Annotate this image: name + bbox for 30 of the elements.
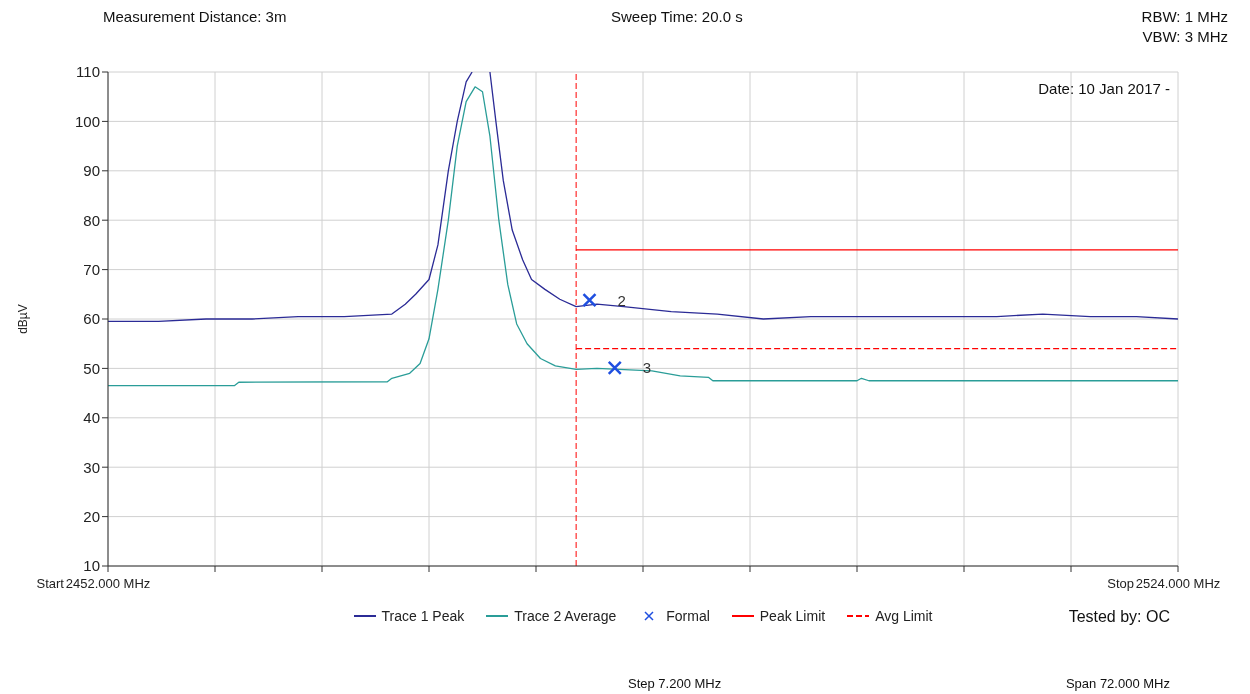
y-tick-label: 60: [83, 310, 100, 328]
y-tick-label: 30: [83, 458, 100, 476]
x-tick-label: 2524.000 MHz: [1135, 576, 1221, 591]
y-tick-label: 40: [83, 409, 100, 427]
text: RBW: 1 MHz: [1141, 8, 1228, 25]
y-tick-label: 10: [83, 557, 100, 575]
y-tick-label: 90: [83, 162, 100, 180]
x-tick-label: 2452.000 MHz: [65, 576, 151, 591]
text: VBW: 3 MHz: [1142, 28, 1228, 45]
y-tick-label: 70: [83, 260, 100, 278]
legend-label: Trace 1 Peak: [380, 608, 465, 624]
y-axis-title: dBµV: [16, 304, 31, 334]
legend-label: Formal: [665, 608, 710, 624]
text: Stop: [1107, 576, 1134, 591]
y-tick-label: 110: [76, 63, 100, 81]
y-tick-label: 50: [83, 359, 100, 377]
y-tick-label: 80: [83, 211, 100, 229]
legend-label: Avg Limit: [874, 608, 933, 624]
annotation: Date: 10 Jan 2017 -: [1038, 80, 1170, 97]
text: Sweep Time: 20.0 s: [611, 8, 743, 25]
text: Start: [36, 576, 65, 591]
y-tick-label: 100: [74, 112, 100, 130]
text: Tested by: OC: [1068, 608, 1170, 626]
text: Span 72.000 MHz: [1065, 676, 1170, 691]
annotation: 2: [617, 291, 626, 309]
text: Measurement Distance: 3m: [103, 8, 287, 25]
legend-label: Peak Limit: [758, 608, 826, 624]
legend-label: Trace 2 Average: [513, 608, 617, 624]
text: Step 7.200 MHz: [628, 676, 722, 691]
y-tick-label: 20: [83, 507, 100, 525]
